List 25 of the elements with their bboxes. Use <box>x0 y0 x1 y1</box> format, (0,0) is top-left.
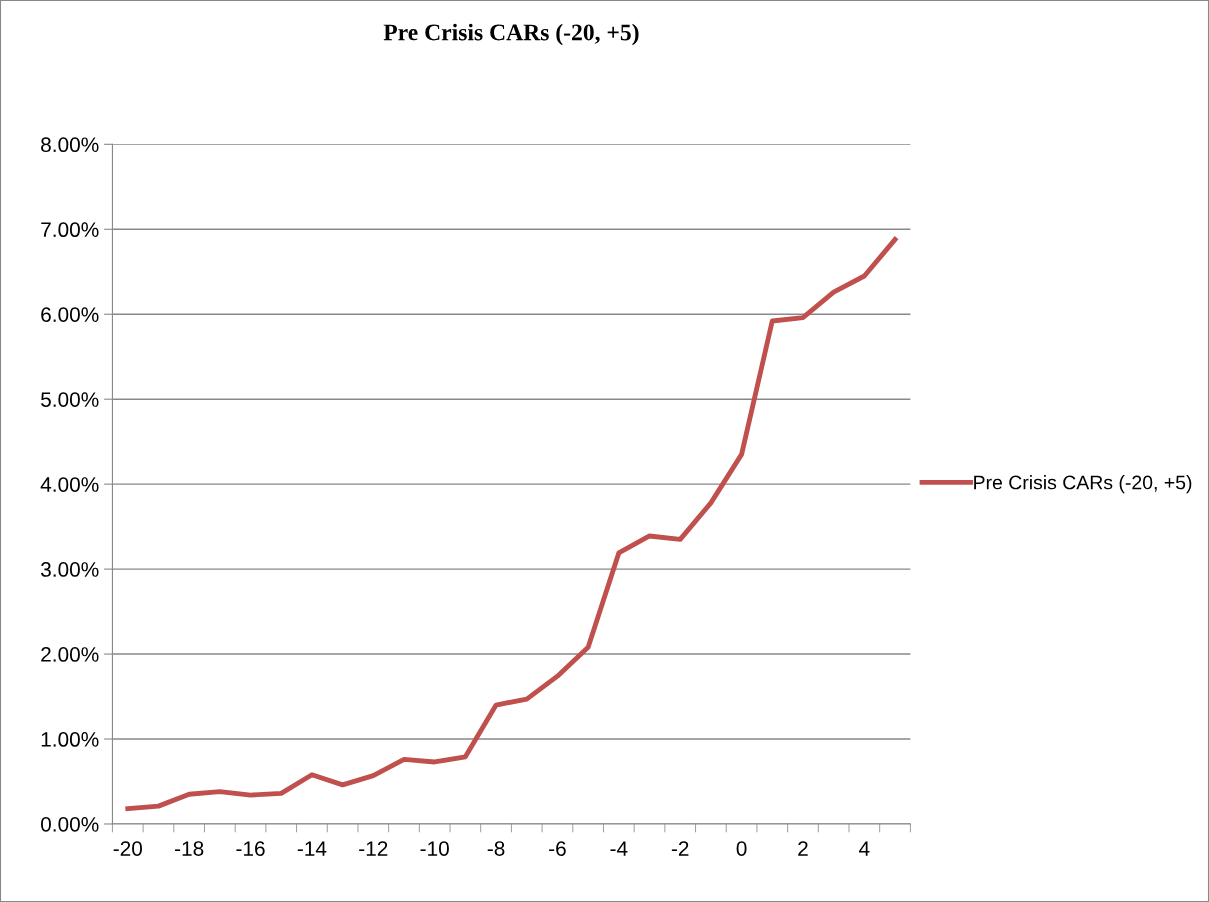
x-tick-label: -20 <box>113 841 143 856</box>
y-tick-label: 8.00% <box>41 137 99 153</box>
x-tick-label: -4 <box>610 841 628 856</box>
x-tick-label: -18 <box>175 841 204 856</box>
x-tick-label: 4 <box>859 841 870 856</box>
y-tick-label: 0.00% <box>40 816 99 832</box>
line-series <box>125 237 898 812</box>
y-tick-label: 6.00% <box>41 307 99 322</box>
x-tick-label: -12 <box>359 841 388 856</box>
x-tick-label: -16 <box>236 841 265 856</box>
x-tick-label: -2 <box>671 841 689 856</box>
x-tick-label: -6 <box>549 841 566 856</box>
y-tick-label: 2.00% <box>41 647 99 662</box>
legend-label: Pre Crisis CARs (-20, +5) <box>974 475 1192 494</box>
x-tick-label: 2 <box>798 841 808 856</box>
y-tick-label: 5.00% <box>41 392 99 407</box>
x-tick-label: -14 <box>297 841 327 856</box>
y-tick-label: 4.00% <box>40 477 99 492</box>
y-tick-label: 3.00% <box>40 562 99 577</box>
x-tick-label: -8 <box>487 841 505 856</box>
y-tick-label: 7.00% <box>41 222 99 238</box>
x-tick-label: -10 <box>420 841 449 856</box>
x-tick-label: 0 <box>736 841 747 856</box>
y-tick-label: 1.00% <box>41 732 99 747</box>
chart-title: Pre Crisis CARs (-20, +5) <box>383 23 639 46</box>
